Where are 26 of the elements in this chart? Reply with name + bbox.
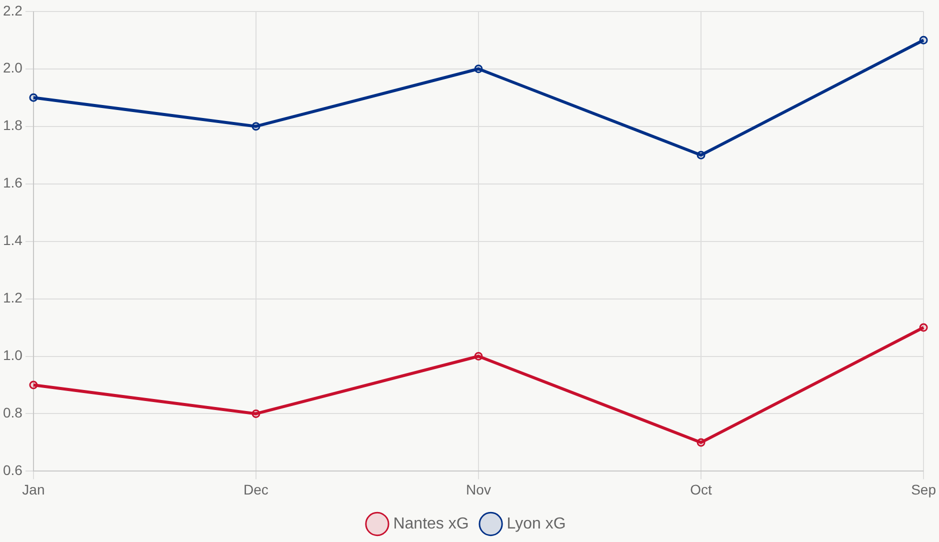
point bbox=[252, 122, 260, 131]
legend-label: Nantes xG bbox=[393, 515, 469, 532]
point bbox=[919, 323, 928, 332]
point bbox=[474, 352, 483, 360]
x-tick-label: Sep bbox=[911, 481, 936, 498]
y-tick-label: 1.0 bbox=[2, 347, 23, 364]
x-tick-label: Oct bbox=[690, 481, 712, 498]
point bbox=[696, 438, 706, 447]
point bbox=[252, 409, 260, 418]
x-tick-label: Nov bbox=[466, 481, 491, 498]
y-tick-label: 1.8 bbox=[2, 117, 23, 134]
x-tick-label: Jan bbox=[22, 481, 45, 498]
x-tick-label: Dec bbox=[244, 481, 268, 498]
y-tick-label: 1.2 bbox=[2, 290, 23, 306]
y-tick-label: 2.2 bbox=[2, 2, 23, 18]
point bbox=[696, 150, 706, 160]
point bbox=[474, 64, 483, 74]
point bbox=[29, 93, 38, 102]
legend-label: Lyon xG bbox=[506, 515, 566, 532]
point bbox=[29, 380, 38, 390]
y-tick-label: 1.4 bbox=[2, 232, 23, 248]
y-tick-label: 1.6 bbox=[2, 174, 23, 191]
y-tick-label: 2.0 bbox=[2, 60, 23, 76]
y-tick-label: 0.8 bbox=[2, 404, 23, 421]
point bbox=[919, 36, 928, 44]
y-tick-label: 0.6 bbox=[2, 462, 23, 478]
